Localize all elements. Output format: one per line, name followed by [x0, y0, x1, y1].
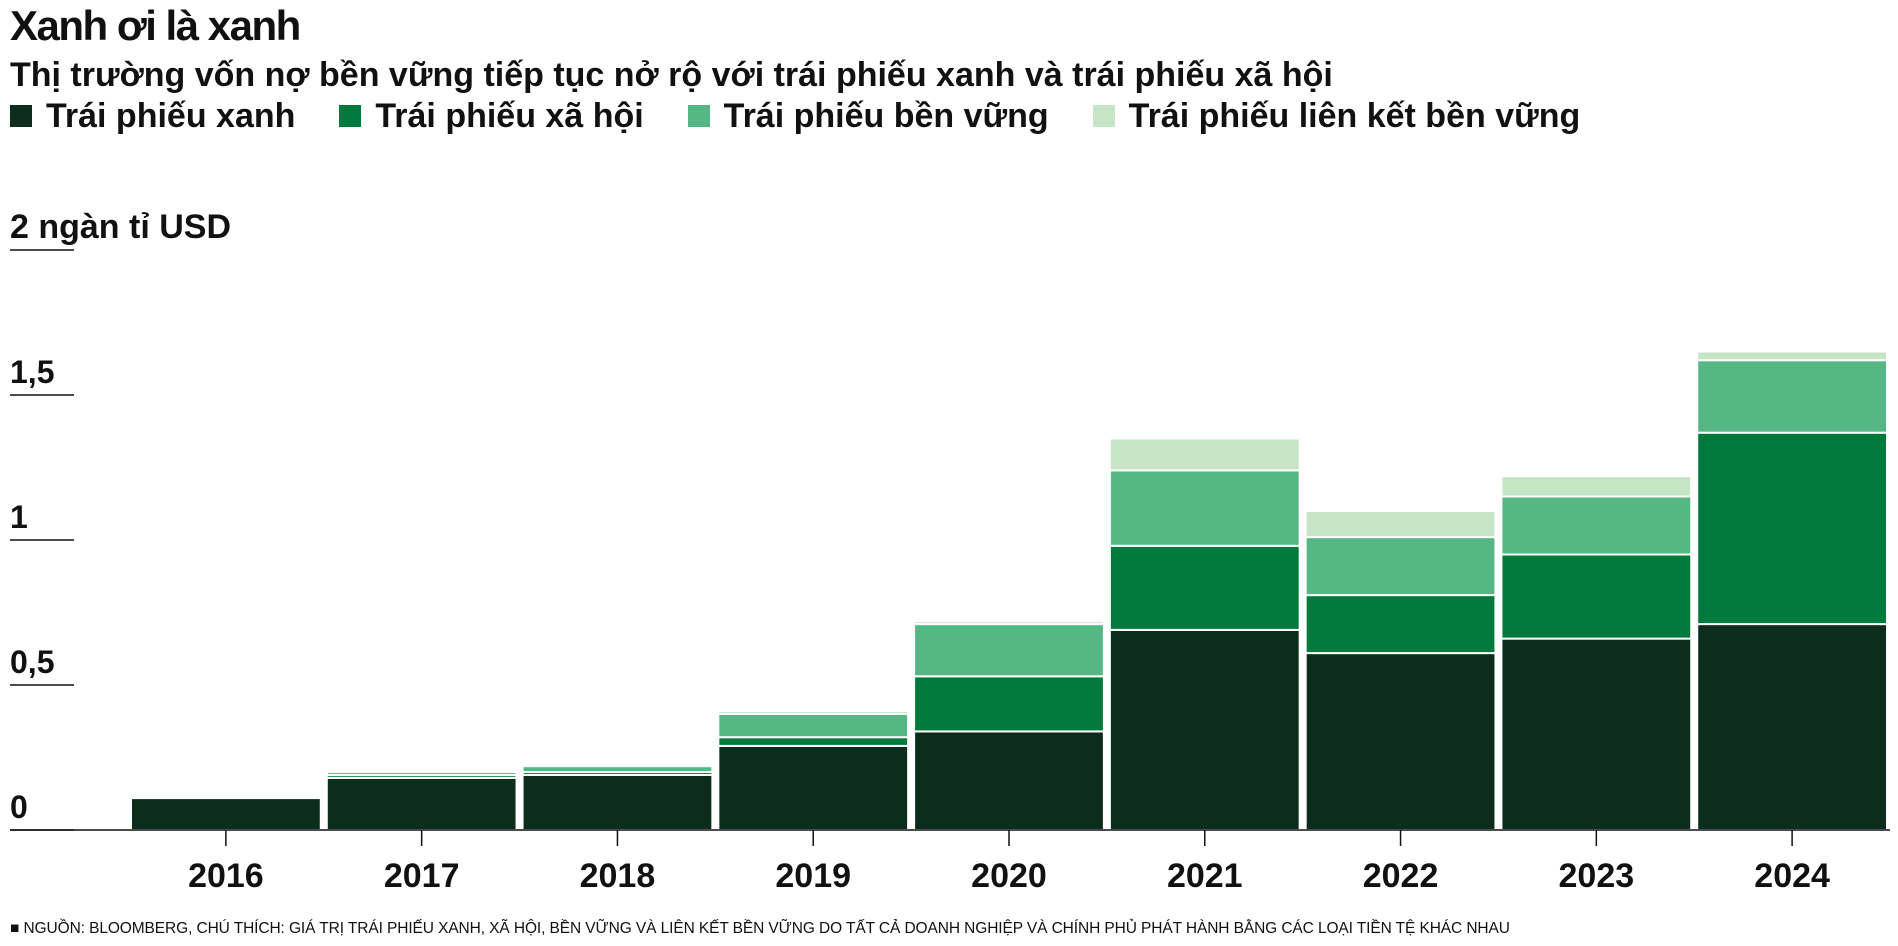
legend-swatch — [687, 105, 710, 127]
x-axis: 2016 2017 2018 2019 2020 2021 2022 2023 2024 — [10, 829, 1890, 895]
bar-segment — [1696, 350, 1888, 362]
bar-segment — [1108, 628, 1301, 832]
bar-segment — [130, 797, 322, 831]
bar-segment — [1500, 553, 1693, 640]
y-tick-label: 0 — [10, 789, 28, 825]
bar-segment — [1500, 475, 1693, 498]
bar-segment — [717, 744, 910, 832]
x-tick-label: 2019 — [775, 857, 851, 895]
bar-segment — [1108, 544, 1301, 631]
legend-label: Trái phiếu liên kết bền vững — [1128, 96, 1581, 135]
bar-segment — [1696, 431, 1888, 626]
bar-segment — [913, 675, 1105, 733]
source-footnote: ■ NGUỒN: BLOOMBERG, CHÚ THÍCH: GIÁ TRỊ T… — [10, 920, 1510, 937]
chart-title: Xanh ơi là xanh — [10, 2, 301, 49]
x-tick-label: 2017 — [384, 857, 460, 895]
bar-segment — [717, 736, 910, 747]
legend-label: Trái phiếu xã hội — [375, 96, 644, 135]
bar-segment — [717, 713, 910, 739]
bars — [130, 350, 1888, 832]
bar-segment — [913, 623, 1105, 678]
y-axis-unit-label: 2 ngàn tỉ USD — [10, 208, 232, 246]
bar-segment — [717, 710, 910, 715]
bar-segment — [1304, 510, 1497, 539]
bar-segment — [1304, 594, 1497, 655]
bar-segment — [1500, 637, 1693, 831]
bar-segment — [1696, 359, 1888, 434]
bar-segment — [521, 773, 714, 832]
y-tick-label: 1 — [10, 499, 28, 535]
bar-segment — [1108, 437, 1301, 472]
legend-swatch — [339, 105, 362, 127]
legend-item: Trái phiếu bền vững — [687, 96, 1049, 136]
bar-segment — [913, 730, 1105, 832]
bar-segment — [325, 776, 518, 831]
bar-segment — [1108, 469, 1301, 547]
x-tick-label: 2020 — [971, 857, 1047, 895]
legend-swatch — [10, 105, 32, 127]
chart-subtitle: Thị trường vốn nợ bền vững tiếp tục nở r… — [10, 56, 1333, 94]
legend-label: Trái phiếu bền vững — [723, 96, 1049, 135]
legend-label: Trái phiếu xanh — [46, 96, 296, 135]
bar-segment — [1500, 495, 1693, 556]
bar-segment — [1696, 623, 1888, 831]
legend-item: Trái phiếu xanh — [10, 97, 295, 136]
y-tick-label: 1,5 — [10, 354, 54, 390]
x-tick-label: 2021 — [1167, 857, 1243, 895]
y-tick-label: 0,5 — [10, 644, 54, 680]
x-tick-label: 2023 — [1559, 857, 1635, 895]
legend-item: Trái phiếu xã hội — [339, 96, 644, 136]
bar-segment — [913, 620, 1105, 626]
bar-segment — [1304, 652, 1497, 831]
y-axis: 0 0,5 1 1,5 — [10, 249, 74, 831]
legend-item: Trái phiếu liên kết bền vững — [1092, 96, 1581, 136]
legend-swatch — [1092, 105, 1115, 127]
x-tick-label: 2016 — [188, 857, 264, 895]
bar-segment — [325, 771, 518, 776]
x-tick-label: 2024 — [1754, 857, 1830, 895]
x-tick-label: 2022 — [1363, 857, 1439, 895]
legend: Trái phiếu xanh Trái phiếu xã hội Trái phi… — [10, 96, 1580, 136]
bar-segment — [1304, 536, 1497, 597]
bar-segment — [521, 765, 714, 774]
x-tick-label: 2018 — [580, 857, 656, 895]
